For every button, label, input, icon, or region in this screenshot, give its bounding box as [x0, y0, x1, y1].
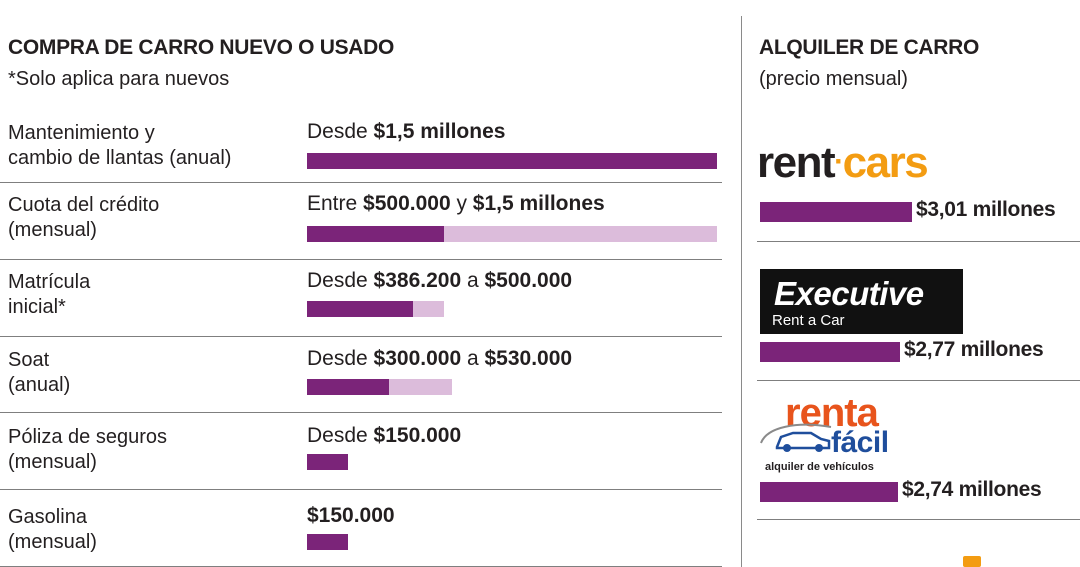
executive-logo-name: Executive — [774, 275, 924, 312]
rentcars-logo-dot: · — [834, 145, 844, 178]
rentafacil-logo-facil: fácil — [831, 426, 889, 459]
rental-divider — [757, 241, 1080, 242]
rentafacil-logo-renta: renta — [785, 391, 879, 435]
value-connector: a — [461, 347, 485, 370]
value-prefix: Desde — [307, 424, 374, 447]
bar-min — [307, 226, 444, 242]
rental-divider — [757, 519, 1080, 520]
rental-value-label: $2,74 millones — [902, 478, 1042, 501]
value-min: $500.000 — [363, 192, 451, 215]
bar-min — [307, 379, 389, 395]
value-max: $1,5 millones — [472, 192, 605, 215]
value-connector: a — [461, 269, 485, 292]
value-prefix: Desde — [307, 347, 374, 370]
left-subtitle: *Solo aplica para nuevos — [8, 68, 230, 90]
row-label-line2: inicial* — [8, 296, 66, 318]
row-label-line1: Gasolina — [8, 506, 87, 528]
row-divider — [0, 489, 722, 490]
row-label-line1: Cuota del crédito — [8, 194, 160, 216]
row-divider — [0, 412, 722, 413]
rental-divider — [757, 380, 1080, 381]
row-label-line1: Soat — [8, 349, 50, 371]
bar-min — [307, 454, 348, 470]
next-logo-fragment — [963, 556, 981, 567]
panel-divider — [741, 16, 742, 567]
row-label-line1: Matrícula — [8, 271, 91, 293]
right-title: ALQUILER DE CARRO — [759, 36, 980, 59]
row-label-line2: cambio de llantas (anual) — [8, 147, 232, 169]
value-min: $150.000 — [307, 504, 395, 527]
rentcars-logo-rent: rent — [757, 138, 836, 187]
bar-min — [307, 534, 348, 550]
left-title: COMPRA DE CARRO NUEVO O USADO — [8, 36, 395, 59]
row-value-text: Desde $386.200 a $500.000 — [307, 269, 572, 293]
executive-logo-tagline: Rent a Car — [772, 312, 845, 329]
value-prefix: Entre — [307, 192, 364, 215]
car-icon — [760, 423, 832, 452]
row-value-text: Desde $300.000 a $530.000 — [307, 347, 572, 371]
row-value-text: Desde $150.000 — [307, 424, 461, 448]
row-label-line1: Mantenimiento y — [8, 122, 155, 144]
row-divider — [0, 259, 722, 260]
row-label-line2: (mensual) — [8, 219, 97, 241]
row-divider — [0, 336, 722, 337]
rental-value-label: $3,01 millones — [916, 198, 1056, 221]
row-value-text: Entre $500.000 y $1,5 millones — [307, 192, 605, 216]
rental-bar — [760, 202, 912, 222]
value-min: $300.000 — [373, 347, 462, 370]
value-max: $500.000 — [484, 269, 573, 292]
bar-min — [307, 301, 413, 317]
rental-value-label: $2,77 millones — [904, 338, 1044, 361]
rentafacil-logo-tagline: alquiler de vehículos — [765, 461, 874, 473]
value-max: $530.000 — [484, 347, 573, 370]
row-label-line2: (mensual) — [8, 531, 97, 553]
row-label-line1: Póliza de seguros — [8, 426, 167, 448]
rental-bar — [760, 482, 898, 502]
rentcars-logo: rent·cars — [757, 138, 929, 193]
row-label-line2: (mensual) — [8, 451, 97, 473]
rental-bar — [760, 342, 900, 362]
row-label-line2: (anual) — [8, 374, 71, 396]
value-connector: y — [450, 192, 473, 215]
right-subtitle: (precio mensual) — [759, 68, 908, 90]
rentcars-logo-cars: cars — [842, 138, 929, 187]
value-min: $1,5 millones — [373, 120, 506, 143]
bar-min — [307, 153, 717, 169]
row-divider — [0, 182, 722, 183]
value-prefix: Desde — [307, 269, 374, 292]
row-value-text: $150.000 — [307, 504, 395, 528]
rentafacil-logo: renta fácil alquiler de vehículos — [757, 391, 907, 480]
value-min: $386.200 — [373, 269, 462, 292]
value-prefix: Desde — [307, 120, 374, 143]
row-value-text: Desde $1,5 millones — [307, 120, 505, 144]
executive-logo: Executive Rent a Car — [760, 269, 963, 334]
value-min: $150.000 — [373, 424, 462, 447]
